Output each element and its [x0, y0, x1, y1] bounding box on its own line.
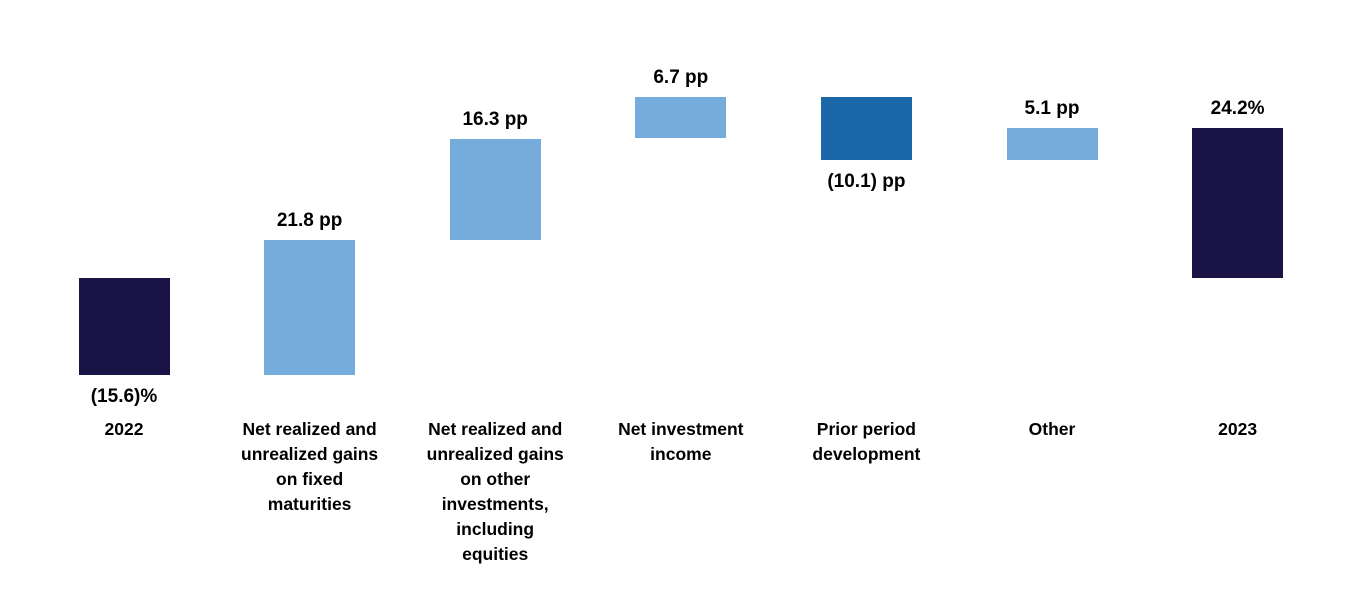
bar-value-label-other-investments-gains: 16.3 pp: [462, 108, 528, 130]
waterfall-bar-other: [1006, 127, 1098, 160]
bar-category-label-other-investments-gains: Net realized and unrealized gains on oth…: [426, 419, 564, 564]
waterfall-bar-2022: [78, 278, 170, 375]
bar-category-label-2022: 2022: [104, 419, 144, 439]
bar-category-label-2023: 2023: [1218, 419, 1258, 439]
waterfall-bar-2023: [1192, 127, 1284, 278]
bar-value-label-fixed-maturities-gains: 21.8 pp: [276, 209, 343, 231]
waterfall-bar-fixed-maturities-gains: [264, 239, 356, 375]
bar-value-label-net-investment-income: 6.7 pp: [653, 66, 709, 88]
bar-category-label-other: Other: [1028, 419, 1076, 439]
bar-value-label-prior-period-development: (10.1) pp: [827, 170, 906, 192]
bar-category-label-net-investment-income: Net investment income: [618, 419, 744, 464]
bar-value-label-2022: (15.6)%: [90, 385, 158, 407]
waterfall-bar-other-investments-gains: [449, 138, 541, 240]
bar-value-label-2023: 24.2%: [1210, 97, 1265, 119]
waterfall-bar-prior-period-development: [820, 96, 912, 160]
bar-category-label-fixed-maturities-gains: Net realized and unrealized gains on fix…: [241, 419, 379, 514]
bar-value-label-other: 5.1 pp: [1024, 97, 1080, 119]
bar-category-label-prior-period-development: Prior period development: [812, 419, 921, 464]
waterfall-bar-net-investment-income: [635, 96, 727, 139]
